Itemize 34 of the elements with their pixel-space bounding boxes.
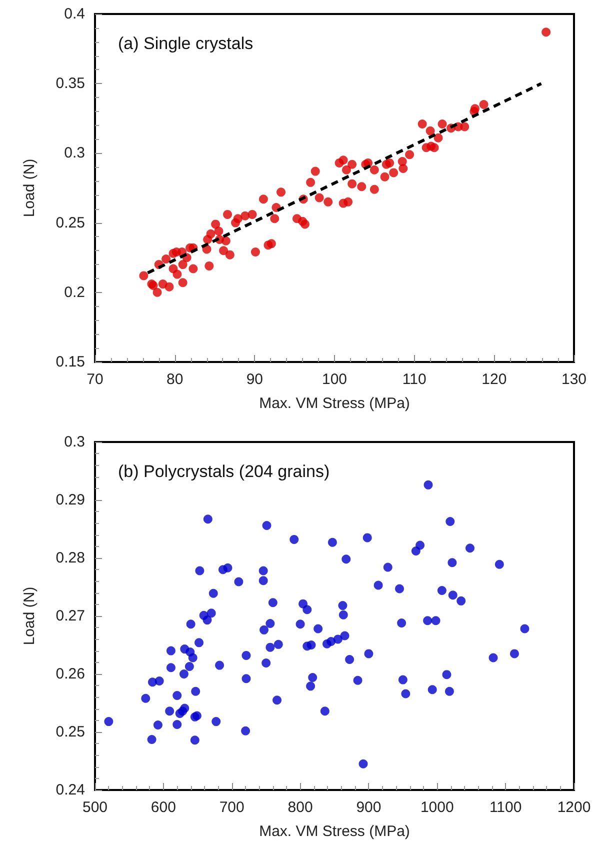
x-tick-label: 90 [246,371,264,388]
x-tick-label: 600 [150,799,176,816]
y-tick-label: 0.3 [64,144,85,162]
y-tick-label: 0.4 [64,6,85,22]
text: (a) Single crystals [118,34,254,53]
x-tick-label: 800 [288,799,313,816]
x-tick-label: 70 [86,371,104,388]
text: (b) Polycrystals (204 grains) [118,462,330,481]
y-tick-label: 0.25 [56,214,85,232]
y-tick-label: 0.15 [56,354,85,370]
y-tick-label: 0.35 [56,75,85,92]
x-tick-label: 500 [82,799,108,816]
x-tick-label: 110 [402,371,426,388]
x-axis-title: Max. VM Stress (MPa) [259,823,410,840]
x-tick-label: 1000 [420,799,454,816]
y-tick-label: 0.26 [56,666,85,682]
x-tick-label: 100 [322,371,348,388]
y-axis-title: Load (N) [21,586,38,646]
x-tick-label: 700 [219,799,244,816]
x-tick-label: 1200 [557,799,591,816]
y-tick-label: 0.29 [56,492,85,508]
x-axis-title: Max. VM Stress (MPa) [259,395,410,412]
x-tick-label: 130 [561,371,587,388]
x-tick-label: 900 [356,799,382,816]
y-axis-title: Load (N) [21,158,38,218]
y-tick-label: 0.24 [56,782,85,798]
y-tick-label: 0.28 [56,550,85,566]
y-tick-label: 0.27 [56,608,85,624]
x-tick-label: 120 [482,371,507,388]
y-tick-label: 0.3 [64,434,85,450]
y-tick-label: 0.25 [56,724,85,740]
x-tick-label: 80 [166,371,184,388]
y-tick-label: 0.2 [64,284,85,301]
x-tick-label: 1100 [489,799,522,816]
